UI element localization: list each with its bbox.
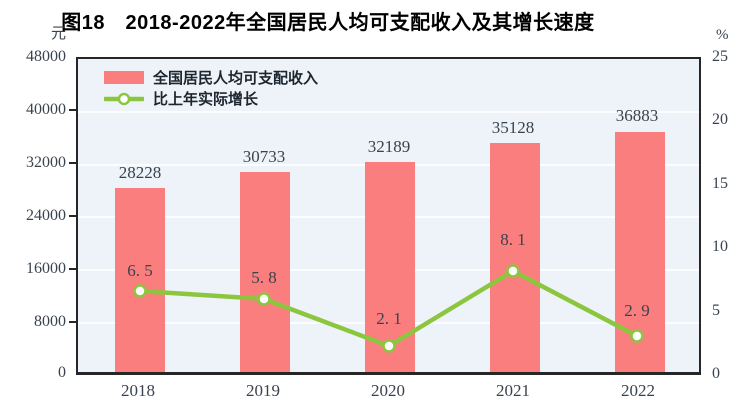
left-tick xyxy=(69,162,76,164)
bar-series-swatch xyxy=(104,71,144,84)
y-axis-label-right: 15 xyxy=(712,175,728,192)
growth-line-chart xyxy=(133,264,644,353)
x-axis-label: 2019 xyxy=(246,381,280,400)
y-axis-label-left: 0 xyxy=(58,364,66,381)
plot-area: 28228 30733 32189 35128 36883 6. 5 5. 8 … xyxy=(76,57,701,375)
x-axis-label: 2022 xyxy=(621,381,655,400)
y-axis-label-left: 40000 xyxy=(26,101,66,118)
right-axis-unit: % xyxy=(716,27,729,43)
left-axis-unit: 元 xyxy=(50,26,66,42)
legend-item-bar: 全国居民人均可支配收入 xyxy=(104,67,318,88)
left-tick xyxy=(69,109,76,111)
chart-title: 图18 2018-2022年全国居民人均可支配收入及其增长速度 xyxy=(61,12,595,34)
bar-value-label: 35128 xyxy=(491,118,535,137)
growth-value-label: 8. 1 xyxy=(500,230,526,249)
growth-value-label: 2. 9 xyxy=(624,301,650,320)
x-axis-label: 2021 xyxy=(496,381,530,400)
growth-value-label: 5. 8 xyxy=(251,268,277,287)
bar-value-label: 36883 xyxy=(615,106,659,125)
legend-item-line: 比上年实际增长 xyxy=(104,88,318,109)
bar-2018 xyxy=(115,188,165,372)
growth-value-label: 6. 5 xyxy=(127,261,153,280)
left-tick xyxy=(69,321,76,323)
bar-value-label: 28228 xyxy=(118,163,162,182)
x-axis-label: 2020 xyxy=(371,381,405,400)
y-axis-label-right: 10 xyxy=(712,238,728,255)
legend-label-line: 比上年实际增长 xyxy=(153,91,259,108)
y-axis-label-right: 20 xyxy=(712,111,728,128)
y-axis-label-left: 16000 xyxy=(26,260,66,277)
y-axis-label-left: 32000 xyxy=(26,154,66,171)
bar-value-label: 30733 xyxy=(242,147,286,166)
y-axis-label-left: 8000 xyxy=(34,313,66,330)
y-axis-label-right: 5 xyxy=(712,302,720,319)
growth-value-label: 2. 1 xyxy=(376,309,402,328)
legend: 全国居民人均可支配收入 比上年实际增长 xyxy=(104,67,318,109)
line-marker xyxy=(133,284,147,298)
gridline xyxy=(78,111,699,113)
bar-value-label: 32189 xyxy=(367,137,411,156)
legend-label-bar: 全国居民人均可支配收入 xyxy=(153,70,319,87)
left-tick xyxy=(69,268,76,270)
bar-2019 xyxy=(240,172,290,372)
y-axis-label-right: 0 xyxy=(712,365,720,382)
line-marker xyxy=(382,339,396,353)
y-axis-label-left: 24000 xyxy=(26,207,66,224)
y-axis-label-left: 48000 xyxy=(26,48,66,65)
line-marker xyxy=(506,264,520,278)
bar-2021 xyxy=(490,143,540,372)
y-axis-label-right: 25 xyxy=(712,48,728,65)
line-marker xyxy=(630,329,644,343)
left-tick xyxy=(69,215,76,217)
line-series-swatch xyxy=(104,92,144,105)
x-axis-label: 2018 xyxy=(121,381,155,400)
line-marker xyxy=(257,292,271,306)
